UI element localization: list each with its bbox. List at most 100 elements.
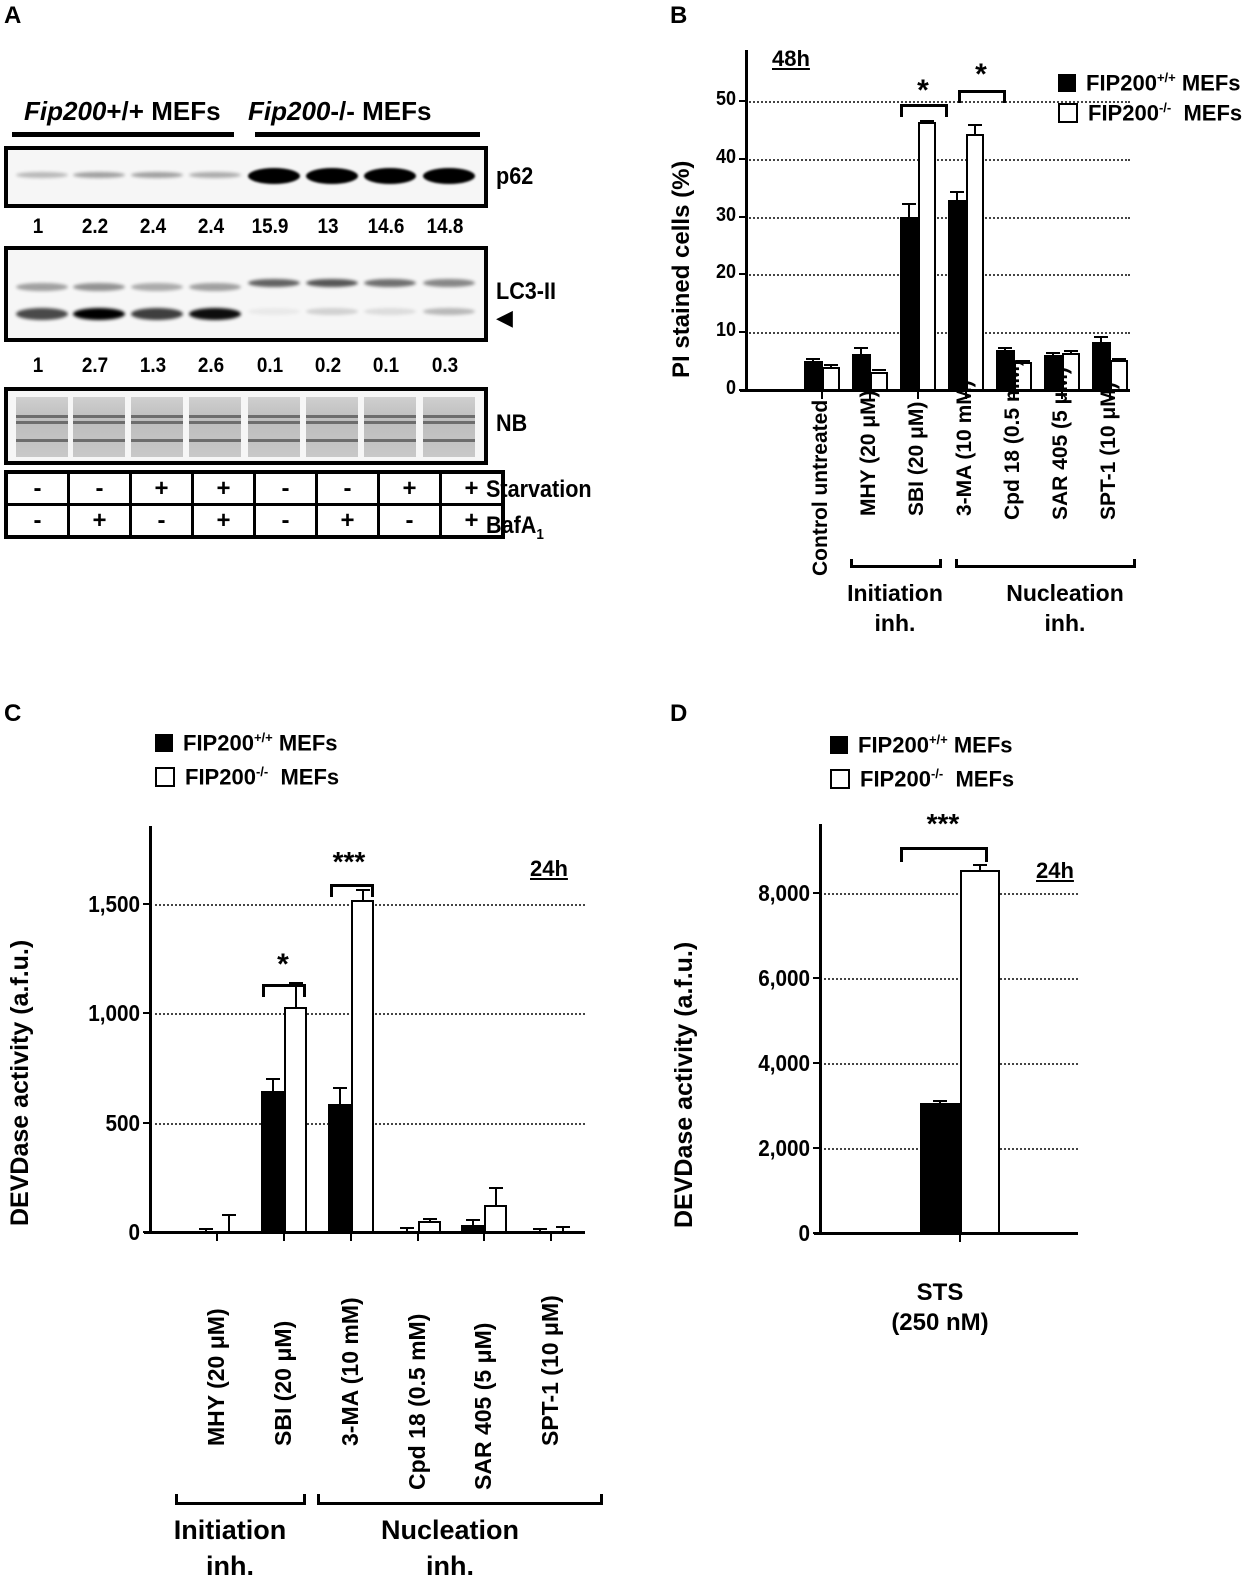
quant-value-lc3: 1 (32, 354, 44, 377)
nb-lane (248, 397, 300, 457)
error-bar (979, 865, 981, 871)
legend-superscript: -/- (255, 764, 269, 779)
legend-text: FIP200-/- MEFs (185, 764, 340, 790)
panel-d-category-line1: STS (916, 1279, 964, 1306)
p62-band (73, 172, 125, 178)
group-label-line2: inh. (874, 610, 916, 636)
nb-band (248, 421, 300, 424)
group-label-initiation: Initiation inh. (830, 578, 960, 638)
p62-band (423, 168, 475, 184)
x-tick (1061, 390, 1063, 399)
error-bar (338, 1087, 341, 1105)
gridline (746, 158, 1130, 161)
y-tick-label: 6,000 (758, 965, 810, 992)
lc3-ii-band (423, 308, 475, 315)
error-bar (1100, 336, 1102, 342)
lc3-i-band (16, 283, 68, 291)
nb-band (131, 439, 183, 442)
bar-wt (328, 1104, 352, 1233)
bar-wt (920, 1102, 961, 1234)
p62-band (189, 172, 241, 178)
group-bracket-initiation (175, 1494, 306, 1505)
blot-nb (4, 387, 488, 465)
quant-value-p62: 2.2 (81, 215, 109, 238)
legend-item-ko: FIP200-/- MEFs (155, 764, 339, 790)
legend-superscript: +/+ (1156, 70, 1176, 85)
nb-band (364, 415, 416, 418)
lc3-ii-band (364, 308, 416, 315)
error-cap (355, 888, 370, 891)
quant-value-lc3: 1.3 (139, 354, 167, 377)
lc3-i-band (73, 283, 125, 291)
condition-cell: - (129, 503, 194, 539)
sig-star: * (917, 74, 929, 107)
y-tick-label: 50 (715, 88, 736, 110)
nb-lane (131, 397, 183, 457)
condition-cell: + (67, 503, 132, 539)
sig-bracket (958, 90, 1006, 103)
lc3-i-band (306, 279, 358, 287)
bar-ko (870, 371, 888, 391)
legend-swatch-black (1058, 74, 1076, 93)
error-cap (465, 1218, 480, 1221)
p62-band (248, 168, 300, 184)
legend-superscript: +/+ (253, 730, 273, 745)
arrowhead-icon: ◀ (496, 305, 513, 330)
condition-cell: + (129, 470, 194, 506)
lc3-i-band (131, 283, 183, 291)
group-label-line1: Nucleation (1006, 580, 1124, 606)
quant-value-lc3: 0.1 (372, 354, 400, 377)
group-label-wt-text: Fip200+/+ MEFs (24, 96, 221, 126)
bar-ko (960, 870, 1000, 1234)
x-tick (965, 390, 967, 399)
lc3-ii-band (248, 308, 300, 315)
blot-label-nb: NB (496, 410, 528, 437)
lc3-ii-band (306, 308, 358, 315)
nb-lane (16, 397, 68, 457)
error-cap (950, 190, 964, 193)
error-cap (1112, 357, 1126, 360)
legend-swatch-black (155, 734, 173, 753)
bar-wt (900, 216, 919, 391)
sig-star: * (277, 948, 289, 981)
legend-item-ko: FIP200-/- MEFs (1058, 100, 1242, 126)
error-cap (933, 1100, 947, 1103)
legend-text: FIP200-/- MEFs (1088, 100, 1243, 126)
bar-ko (822, 366, 840, 391)
bar-ko (966, 133, 984, 391)
condition-cell: - (253, 470, 318, 506)
x-category-label: 3-MA (10 mM) (953, 380, 976, 516)
group-bar-ko (255, 132, 480, 137)
group-label-wt: Fip200+/+ MEFs (24, 96, 221, 127)
nb-band (189, 415, 241, 418)
x-tick (869, 390, 871, 399)
y-axis (149, 826, 152, 1234)
gridline (746, 332, 1130, 335)
y-tick-label: 1,500 (88, 890, 140, 917)
error-bar (494, 1188, 497, 1205)
nb-lane (189, 397, 241, 457)
nb-lane (364, 397, 416, 457)
condition-cell: - (253, 503, 318, 539)
sig-star: *** (332, 846, 366, 877)
sig-bracket (900, 847, 988, 862)
nb-band (248, 439, 300, 442)
x-tick (959, 1233, 961, 1242)
legend-swatch-white (1058, 103, 1078, 124)
legend-superscript: +/+ (928, 732, 948, 747)
group-label-line2: inh. (1044, 610, 1086, 636)
error-bar (561, 1226, 564, 1232)
blot-label-lc3: LC3-II (496, 278, 557, 305)
nb-band (16, 415, 68, 418)
panel-b-time: 48h (772, 46, 810, 71)
lc3-ii-band (73, 308, 125, 320)
nb-band (248, 415, 300, 418)
panel-d-letter: D (670, 700, 688, 727)
error-cap (1094, 335, 1108, 338)
quant-value-lc3: 0.2 (314, 354, 342, 377)
lc3-ii-band (189, 308, 241, 320)
y-tick-label: 4,000 (758, 1050, 810, 1077)
y-tick-label: 40 (715, 145, 736, 168)
y-tick (739, 389, 746, 391)
nb-band (364, 421, 416, 424)
